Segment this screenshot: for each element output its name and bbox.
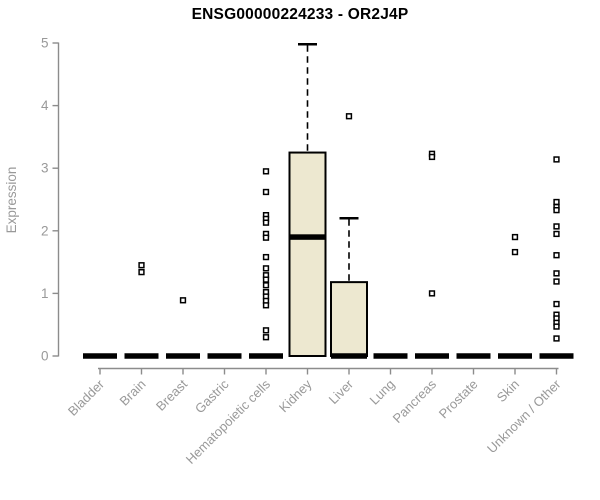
outlier-point bbox=[262, 188, 270, 196]
zero-median-bar bbox=[83, 353, 117, 359]
outlier-point bbox=[553, 252, 560, 259]
x-tick-label: Prostate bbox=[436, 377, 481, 422]
outlier-point bbox=[553, 323, 560, 330]
x-tick-label: Unknown / Other bbox=[484, 376, 564, 456]
outlier-point bbox=[262, 234, 270, 241]
zero-median-bar bbox=[373, 353, 408, 359]
y-tick-label: 2 bbox=[41, 223, 49, 238]
outlier-point bbox=[511, 248, 519, 256]
outlier-point bbox=[262, 265, 270, 272]
x-tick-label: Breast bbox=[153, 376, 190, 413]
outlier-point bbox=[262, 219, 270, 226]
outlier-point bbox=[262, 276, 270, 283]
y-axis-label: Expression bbox=[4, 167, 19, 234]
x-tick-label: Pancreas bbox=[390, 376, 440, 426]
outlier-point bbox=[179, 297, 187, 304]
x-tick-label: Brain bbox=[117, 377, 149, 409]
zero-median-bar bbox=[456, 353, 491, 359]
zero-median-bar bbox=[124, 353, 159, 359]
outlier-point bbox=[553, 335, 560, 342]
outlier-point bbox=[428, 290, 436, 297]
zero-median-bar bbox=[498, 353, 532, 359]
x-tick-label: Skin bbox=[494, 377, 522, 405]
y-tick-label: 5 bbox=[41, 36, 49, 51]
zero-median-bar bbox=[166, 353, 200, 359]
median-line bbox=[289, 234, 326, 240]
x-tick-label: Gastric bbox=[192, 376, 232, 416]
outlier-point bbox=[553, 300, 560, 308]
outlier-point bbox=[345, 113, 353, 120]
x-tick-label: Lung bbox=[367, 377, 398, 408]
outlier-point bbox=[553, 270, 560, 277]
y-tick-label: 0 bbox=[41, 349, 49, 364]
box bbox=[330, 281, 368, 357]
y-tick-label: 1 bbox=[41, 286, 49, 301]
box bbox=[288, 151, 327, 357]
chart-title: ENSG00000224233 - OR2J4P bbox=[191, 6, 409, 23]
outlier-point bbox=[262, 282, 270, 289]
outlier-point bbox=[138, 268, 145, 276]
zero-median-bar bbox=[539, 353, 574, 359]
outlier-point bbox=[262, 168, 270, 175]
zero-median-bar bbox=[415, 353, 449, 359]
outlier-point bbox=[428, 153, 436, 161]
outlier-point bbox=[553, 278, 560, 285]
outlier-point bbox=[553, 156, 560, 163]
zero-median-bar bbox=[249, 353, 283, 359]
x-tick-label: Kidney bbox=[276, 376, 315, 415]
x-tick-label: Bladder bbox=[65, 376, 108, 419]
outlier-point bbox=[138, 262, 145, 269]
outlier-point bbox=[262, 302, 270, 309]
outlier-point bbox=[553, 223, 560, 230]
y-tick-label: 4 bbox=[41, 98, 49, 113]
outlier-point bbox=[262, 327, 270, 334]
outlier-point bbox=[553, 230, 560, 238]
x-tick-label: Liver bbox=[326, 376, 357, 407]
zero-median-bar bbox=[207, 353, 242, 359]
outlier-point bbox=[553, 206, 560, 214]
outlier-point bbox=[553, 198, 560, 206]
outlier-point bbox=[262, 253, 270, 261]
outlier-point bbox=[262, 334, 270, 341]
outlier-point bbox=[511, 233, 519, 241]
median-line bbox=[331, 353, 367, 359]
y-tick-label: 3 bbox=[41, 161, 49, 176]
